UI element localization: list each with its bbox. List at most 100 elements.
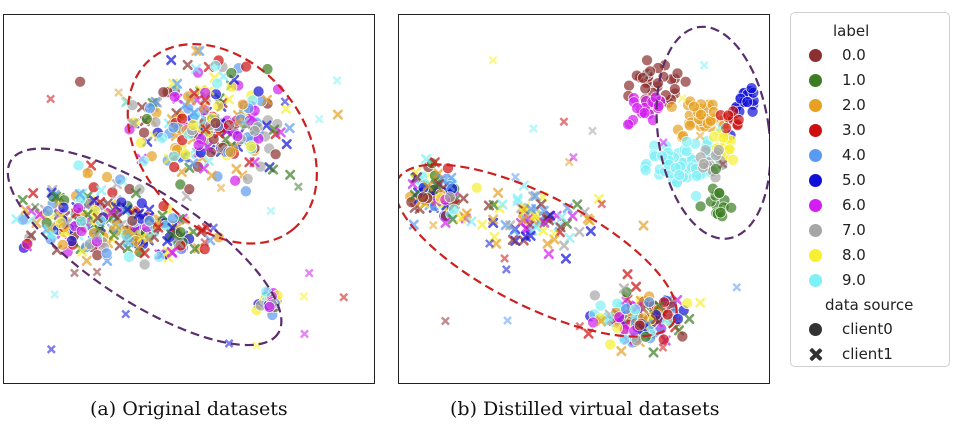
legend-marker-circle-icon	[809, 149, 822, 162]
legend-entry-text: 0.0	[842, 46, 866, 64]
legend-entry-text: 1.0	[842, 71, 866, 89]
legend-marker-circle-icon	[809, 99, 822, 112]
scatter-point-client0	[167, 121, 180, 134]
legend-marker-circle-icon	[809, 249, 822, 262]
scatter-point-client0	[643, 296, 656, 308]
legend-marker-circle-icon	[809, 274, 822, 287]
scatter-point-client0	[680, 145, 693, 158]
legend-entry-text: client0	[842, 320, 893, 338]
scatter-point-client1	[267, 164, 279, 175]
scatter-point-client0	[611, 321, 623, 334]
scatter-point-outlier	[224, 339, 234, 348]
scatter-point-client0	[72, 159, 85, 172]
scatter-point-outlier	[718, 159, 728, 169]
scatter-point-outlier	[46, 94, 56, 104]
scatter-point-client0	[684, 119, 696, 132]
scatter-point-client1	[76, 246, 88, 257]
scatter-point-outlier	[695, 131, 705, 141]
scatter-point-client0	[732, 114, 745, 126]
scatter-point-client0	[661, 308, 674, 321]
legend-entry-text: 2.0	[842, 96, 866, 114]
scatter-point-client1	[94, 224, 105, 236]
scatter-point-client0	[231, 130, 244, 142]
scatter-point-client1	[110, 219, 121, 230]
legend-marker-circle-icon	[809, 49, 822, 62]
scatter-point-client1	[574, 226, 585, 237]
scatter-point-client1	[89, 195, 100, 206]
scatter-point-client0	[260, 285, 272, 298]
scatter-point-outlier	[300, 329, 309, 339]
legend-entry-label-8: 8.0	[801, 243, 949, 268]
scatter-point-client0	[665, 101, 678, 113]
scatter-point-client0	[252, 85, 265, 98]
scatter-point-client0	[141, 113, 153, 125]
scatter-point-client1	[650, 314, 662, 325]
scatter-point-client1	[232, 116, 243, 127]
scatter-point-outlier	[46, 344, 56, 354]
plot-original-datasets	[3, 14, 375, 384]
scatter-point-client1	[559, 240, 570, 251]
scatter-point-client1	[447, 214, 458, 225]
legend: label 0.0 1.0 2.0 3.0 4.0 5.0 6.0 7.0 8.0 9.0 dat…	[790, 12, 950, 367]
scatter-point-outlier	[92, 267, 102, 277]
scatter-point-client0	[75, 215, 88, 228]
legend-marker-circle-icon	[809, 323, 822, 336]
scatter-point-client0	[714, 206, 727, 219]
scatter-point-client1	[223, 94, 235, 105]
scatter-point-client1	[525, 203, 537, 215]
scatter-point-client0	[168, 150, 180, 163]
legend-marker-circle-icon	[809, 199, 822, 212]
scatter-point-client0	[745, 82, 758, 94]
legend-marker-circle-icon	[809, 74, 822, 87]
scatter-point-client0	[725, 201, 737, 214]
scatter-point-client1	[162, 235, 173, 247]
scatter-point-client0	[100, 247, 113, 260]
scatter-point-client1	[582, 213, 593, 224]
scatter-point-client1	[542, 238, 553, 249]
legend-marker-circle-icon	[809, 174, 822, 187]
cluster-ellipse-0	[126, 43, 318, 245]
scatter-point-client0	[639, 82, 652, 95]
scatter-point-outlier	[280, 97, 290, 107]
scatter-point-client1	[28, 188, 39, 199]
scatter-point-client1	[188, 226, 199, 237]
scatter-point-outlier	[200, 237, 210, 247]
scatter-point-client0	[633, 319, 646, 332]
scatter-point-client0	[722, 109, 734, 122]
scatter-point-client1	[572, 199, 583, 210]
scatter-point-outlier	[568, 152, 578, 162]
scatter-point-client1	[185, 95, 196, 106]
scatter-point-client0	[21, 238, 34, 250]
scatter-point-client1	[556, 212, 567, 223]
scatter-point-outlier	[82, 168, 92, 178]
scatter-point-client0	[42, 205, 54, 217]
legend-marker-cross-icon	[808, 347, 823, 362]
scatter-point-client1	[538, 205, 549, 216]
scatter-point-client1	[202, 141, 213, 153]
scatter-point-outlier	[549, 229, 559, 239]
scatter-point-client0	[167, 212, 179, 225]
scatter-point-client1	[618, 283, 630, 294]
scatter-point-client0	[710, 163, 722, 175]
scatter-point-client1	[200, 95, 211, 106]
scatter-point-outlier	[503, 316, 512, 325]
scatter-point-client1	[543, 248, 554, 260]
scatter-point-client1	[62, 218, 73, 229]
scatter-point-client0	[187, 119, 199, 131]
scatter-point-outlier	[501, 265, 511, 274]
scatter-point-client0	[712, 144, 725, 156]
scatter-point-client1	[493, 187, 504, 198]
legend-entry-text: 9.0	[842, 271, 866, 289]
scatter-point-client1	[261, 94, 273, 105]
scatter-point-client1	[136, 232, 147, 243]
scatter-point-client0	[594, 299, 607, 312]
scatter-point-client0	[174, 226, 187, 238]
legend-entry-label-4: 4.0	[801, 143, 949, 168]
scatter-point-client1	[497, 199, 508, 210]
legend-entry-source-1: client1	[801, 342, 949, 367]
scatter-point-client1	[555, 222, 566, 233]
scatter-point-client0	[138, 258, 151, 271]
scatter-point-client1	[139, 248, 150, 259]
scatter-point-client0	[143, 215, 156, 227]
scatter-point-client1	[517, 214, 528, 225]
